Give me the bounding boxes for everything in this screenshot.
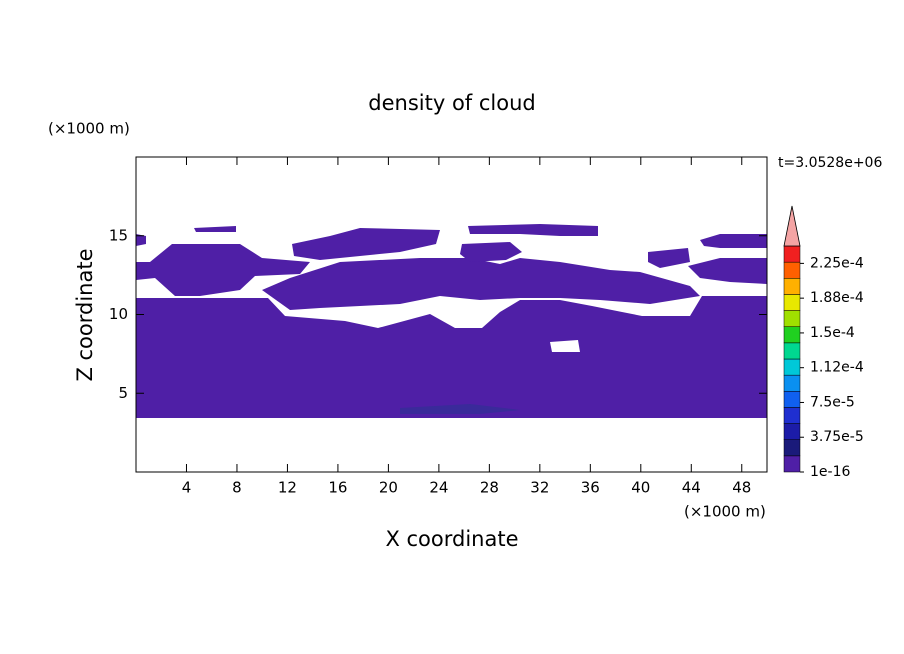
cloud-region: [292, 228, 440, 260]
colorbar-label: 1.12e-4: [810, 360, 864, 376]
colorbar-label: 3.75e-5: [810, 429, 864, 445]
cloud-field: [136, 224, 767, 418]
cloud-region: [262, 258, 700, 310]
colorbar-band: [783, 245, 801, 263]
y-unit: (×1000 m): [48, 120, 130, 138]
x-tick-label: 12: [278, 479, 297, 497]
colorbar-label: 7.5e-5: [810, 394, 855, 410]
colorbar-band: [783, 423, 801, 440]
y-tick-label: 10: [109, 305, 128, 323]
y-axis-label: Z coordinate: [73, 248, 97, 381]
x-tick-label: 24: [429, 479, 448, 497]
cloud-region: [194, 226, 236, 232]
colorbar-label: 2.25e-4: [810, 255, 864, 271]
colorbar-band: [783, 261, 801, 279]
colorbar-band: [783, 310, 801, 327]
cloud-region: [136, 244, 310, 296]
colorbar-band: [783, 342, 801, 360]
cloud-region: [648, 248, 690, 268]
x-tick-label: 32: [530, 479, 549, 497]
colorbar-label: 1.5e-4: [810, 325, 855, 341]
colorbar-band: [783, 455, 801, 473]
x-tick-label: 8: [232, 479, 242, 497]
cloud-region: [468, 224, 598, 236]
colorbar-band: [783, 439, 801, 457]
x-tick-label: 36: [581, 479, 600, 497]
colorbar-band: [783, 358, 801, 376]
colorbar-band: [783, 294, 801, 311]
cloud-region: [136, 234, 146, 246]
x-axis-label: X coordinate: [385, 527, 518, 551]
x-tick-label: 4: [182, 479, 192, 497]
x-tick-label: 16: [328, 479, 347, 497]
colorbar-label: 1e-16: [810, 464, 850, 480]
cloud-gap: [550, 340, 580, 352]
x-tick-label: 28: [480, 479, 499, 497]
x-tick-label: 48: [732, 479, 751, 497]
cloud-core: [400, 404, 520, 414]
time-label: t=3.0528e+06: [778, 155, 882, 171]
colorbar-band: [783, 374, 801, 392]
colorbar-band: [783, 391, 801, 408]
cloud-region: [460, 242, 522, 262]
x-tick-label: 20: [379, 479, 398, 497]
cloud-region: [688, 258, 767, 284]
y-tick-label: 5: [118, 384, 128, 402]
colorbar-label: 1.88e-4: [810, 290, 864, 306]
x-tick-label: 40: [631, 479, 650, 497]
colorbar-band: [783, 278, 801, 295]
colorbar-band: [783, 326, 801, 344]
colorbar-band: [783, 407, 801, 424]
x-tick-label: 44: [682, 479, 701, 497]
x-unit: (×1000 m): [684, 503, 766, 521]
cloud-region: [700, 234, 767, 248]
chart-title: density of cloud: [368, 91, 535, 115]
colorbar-extend: [783, 205, 801, 247]
y-tick-label: 15: [109, 226, 128, 244]
cloud-region: [136, 296, 767, 418]
